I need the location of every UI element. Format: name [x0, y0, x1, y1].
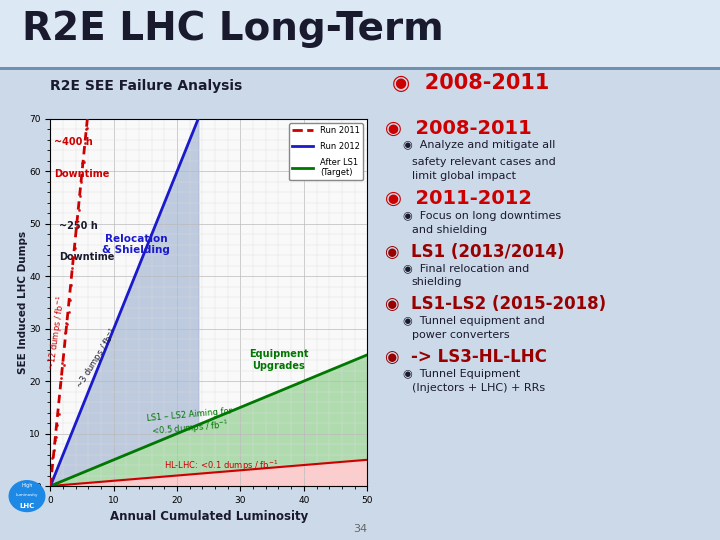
Text: and shielding: and shielding	[412, 225, 487, 235]
Point	[47, 454, 58, 462]
Text: Relocation
& Shielding: Relocation & Shielding	[102, 234, 170, 255]
Point	[74, 192, 86, 200]
Point	[57, 359, 68, 368]
Point	[69, 244, 81, 252]
Text: ◉  LS1 (2013/2014): ◉ LS1 (2013/2014)	[385, 243, 564, 261]
Text: ~12 dumps / fb$^{-1}$: ~12 dumps / fb$^{-1}$	[45, 294, 69, 370]
Text: LS1 – LS2 Aiming for
<0.5 dumps / fb$^{-1}$: LS1 – LS2 Aiming for <0.5 dumps / fb$^{-…	[146, 407, 234, 440]
Text: ◉  Tunnel equipment and: ◉ Tunnel equipment and	[403, 316, 545, 326]
Text: Equipment
Upgrades: Equipment Upgrades	[248, 349, 308, 371]
Legend: Run 2011, Run 2012, After LS1
(Target): Run 2011, Run 2012, After LS1 (Target)	[289, 123, 363, 180]
Point	[48, 446, 59, 454]
Bar	[0, 68, 720, 70]
Text: ◉  LS1-LS2 (2015-2018): ◉ LS1-LS2 (2015-2018)	[385, 295, 606, 313]
Text: ◉  Focus on long downtimes: ◉ Focus on long downtimes	[403, 211, 562, 221]
Text: R2E LHC Long-Term: R2E LHC Long-Term	[22, 10, 444, 48]
Point	[45, 478, 57, 487]
Point	[76, 178, 87, 186]
Point	[71, 221, 83, 230]
Text: ~3 dumps / fb$^{-1}$: ~3 dumps / fb$^{-1}$	[73, 325, 122, 391]
Text: LHC: LHC	[19, 503, 35, 509]
Point	[68, 253, 79, 261]
Text: limit global impact: limit global impact	[412, 171, 516, 181]
Text: HL-LHC: <0.1 dumps / fb$^{-1}$: HL-LHC: <0.1 dumps / fb$^{-1}$	[164, 459, 279, 473]
Text: safety relevant cases and: safety relevant cases and	[412, 157, 556, 167]
Text: ◉  2008-2011: ◉ 2008-2011	[385, 119, 532, 138]
Point	[53, 410, 64, 418]
Text: Luminosity: Luminosity	[16, 493, 38, 497]
Text: power converters: power converters	[412, 330, 510, 340]
Point	[66, 264, 78, 272]
Text: ◉  2008-2011: ◉ 2008-2011	[392, 73, 550, 93]
Point	[52, 420, 63, 429]
Text: ◉  2011-2012: ◉ 2011-2012	[385, 189, 532, 208]
Point	[54, 381, 66, 389]
Text: High: High	[22, 483, 32, 489]
Text: Downtime: Downtime	[54, 168, 109, 179]
Point	[63, 308, 74, 316]
Point	[66, 280, 77, 289]
Text: (Injectors + LHC) + RRs: (Injectors + LHC) + RRs	[412, 383, 545, 393]
Text: Downtime: Downtime	[58, 252, 114, 262]
Text: ◉  -> LS3-HL-LHC: ◉ -> LS3-HL-LHC	[385, 348, 547, 366]
Text: R2E SEE Failure Analysis: R2E SEE Failure Analysis	[50, 78, 243, 92]
Point	[81, 124, 93, 133]
Point	[76, 158, 88, 167]
Point	[61, 320, 73, 328]
Y-axis label: SEE Induced LHC Dumps: SEE Induced LHC Dumps	[18, 231, 28, 374]
Text: ~400 h: ~400 h	[54, 137, 93, 147]
X-axis label: Annual Cumulated Luminosity: Annual Cumulated Luminosity	[109, 510, 308, 523]
Point	[73, 206, 84, 214]
Point	[64, 295, 76, 304]
Point	[79, 139, 91, 148]
Point	[71, 224, 82, 233]
Point	[81, 125, 92, 133]
Text: shielding: shielding	[412, 277, 462, 287]
Point	[49, 436, 60, 444]
Point	[50, 433, 62, 442]
Text: 34: 34	[353, 524, 367, 534]
Text: ◉  Tunnel Equipment: ◉ Tunnel Equipment	[403, 369, 521, 379]
Text: ~250 h: ~250 h	[58, 221, 97, 231]
Circle shape	[9, 481, 45, 511]
Text: ◉  Analyze and mitigate all: ◉ Analyze and mitigate all	[403, 140, 556, 151]
Point	[55, 374, 67, 382]
Point	[59, 329, 71, 338]
Point	[78, 158, 89, 167]
Point	[58, 361, 69, 370]
Text: ◉  Final relocation and: ◉ Final relocation and	[403, 263, 529, 273]
Bar	[0, 0, 720, 68]
Point	[60, 319, 72, 328]
